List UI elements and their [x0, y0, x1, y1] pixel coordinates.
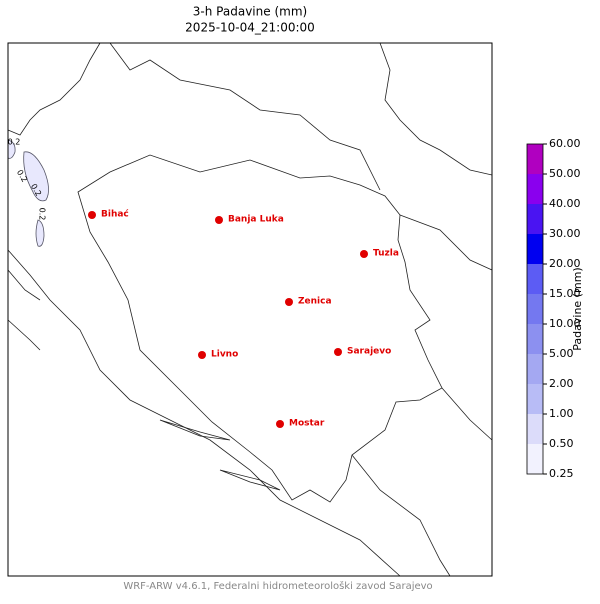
colorbar-tick-label: 0.25 — [549, 467, 574, 480]
colorbar-band — [527, 144, 543, 174]
island — [219, 469, 281, 491]
city-label: Bihać — [101, 209, 129, 220]
colorbar: 0.25 0.50 1.00 2.00 5.00 10.00 15.00 20.00 30.00… — [526, 137, 581, 480]
city-label: Sarajevo — [347, 347, 391, 357]
cities: Bihać Banja Luka Tuzla Zenica Livno Sarajevo M… — [88, 209, 399, 429]
colorbar-tick-label: 0.50 — [549, 437, 574, 450]
colorbar-frame — [526, 143, 544, 475]
colorbar-band — [527, 384, 543, 414]
colorbar-tick-label: 15.00 — [549, 287, 581, 300]
city-marker — [215, 216, 223, 224]
contour-label: 0.2 — [38, 208, 47, 221]
coastline — [7, 319, 41, 351]
precip-area — [23, 151, 49, 202]
city-label: Tuzla — [373, 249, 399, 259]
border — [379, 42, 493, 176]
colorbar-band — [527, 354, 543, 384]
colorbar-tick-label: 20.00 — [549, 257, 581, 270]
city-marker — [88, 211, 96, 219]
border — [399, 214, 493, 271]
colorbar-band — [527, 294, 543, 324]
colorbar-band — [527, 174, 543, 204]
colorbar-tick-label: 5.00 — [549, 347, 574, 360]
colorbar-tick-label: 50.00 — [549, 167, 581, 180]
map-frame — [7, 42, 493, 577]
border — [441, 387, 493, 441]
colorbar-tick-label: 2.00 — [549, 377, 574, 390]
city-marker — [285, 298, 293, 306]
city-label: Livno — [211, 350, 238, 360]
city-marker — [198, 351, 206, 359]
colorbar-tick-label: 10.00 — [549, 317, 581, 330]
colorbar-label: Padavine (mm) — [571, 267, 584, 350]
colorbar-tick-label: 40.00 — [549, 197, 581, 210]
border — [77, 154, 443, 503]
border — [109, 42, 381, 191]
coastline — [7, 269, 41, 301]
city-marker — [360, 250, 368, 258]
colorbar-tick-label: 1.00 — [549, 407, 574, 420]
colorbar-tick-label: 60.00 — [549, 137, 581, 150]
island — [159, 419, 231, 441]
city-marker — [334, 348, 342, 356]
subtitle: 2025-10-04_21:00:00 — [185, 21, 315, 35]
border — [351, 454, 451, 577]
city-marker — [276, 420, 284, 428]
title: 3-h Padavine (mm) — [193, 5, 307, 19]
precip-area — [35, 219, 45, 247]
coastline — [7, 42, 101, 136]
city-label: Mostar — [289, 419, 325, 429]
coastline — [7, 249, 401, 577]
footer: WRF-ARW v4.6.1, Federalni hidrometeorolo… — [123, 580, 432, 592]
city-label: Zenica — [298, 297, 332, 307]
city-label: Banja Luka — [228, 215, 284, 225]
colorbar-tick-label: 30.00 — [549, 227, 581, 240]
colorbar-band — [527, 414, 543, 444]
precip-area — [7, 139, 16, 159]
colorbar-band — [527, 234, 543, 264]
colorbar-band — [527, 324, 543, 354]
colorbar-band — [527, 444, 543, 474]
contour-label: 0.2 — [8, 138, 21, 147]
colorbar-band — [527, 264, 543, 294]
colorbar-band — [527, 204, 543, 234]
map — [7, 42, 493, 577]
